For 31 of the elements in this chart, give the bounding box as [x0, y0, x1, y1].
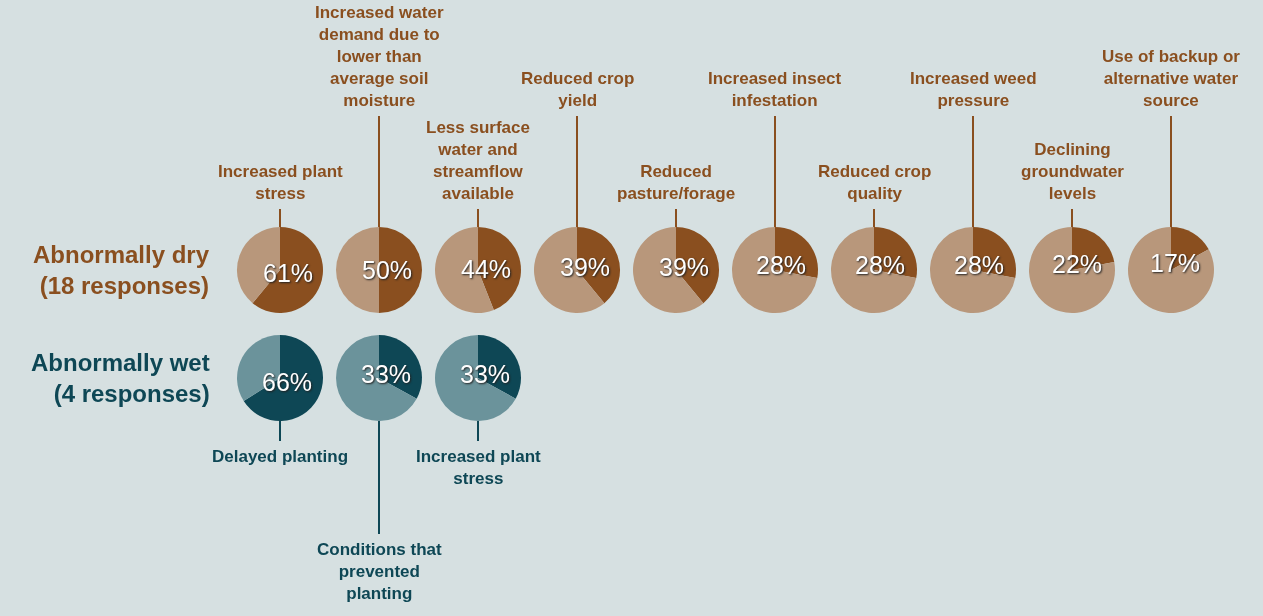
data-label: 44% [461, 255, 512, 283]
data-label: 33% [460, 360, 511, 388]
pie-slice [435, 335, 516, 421]
chart-title: Less surface water and streamflow available [426, 118, 530, 204]
pie-slice [831, 227, 917, 313]
chart-title: Increased water demand due to lower than average soil moisture [315, 3, 444, 111]
data-label: 28% [855, 251, 906, 279]
text: Abnormally dry (18 responses) [33, 241, 210, 300]
text: Increased plant stress [416, 447, 542, 489]
pie-slice [930, 227, 1016, 313]
chart-title: Increased insect infestation [708, 69, 842, 111]
data-label: 50% [362, 256, 413, 284]
data-label: 33% [361, 360, 412, 388]
data-label: 28% [954, 251, 1005, 279]
data-label: 39% [659, 253, 710, 281]
pie-slice [732, 227, 818, 313]
text: Conditions that prevented planting [317, 540, 442, 604]
pie-slice [336, 335, 417, 421]
chart-title: Reduced crop quality [818, 162, 932, 204]
text: Abnormally wet (4 responses) [31, 349, 210, 408]
data-label: 39% [560, 253, 611, 281]
chart-title: Reduced pasture/forage [617, 162, 736, 204]
chart-title: Declining groundwater levels [1021, 140, 1125, 204]
text: Delayed planting [212, 447, 349, 466]
chart-title: Increased plant stress [218, 162, 344, 204]
data-label: 28% [756, 251, 807, 279]
chart-title: Use of backup or alternative water source [1102, 47, 1241, 111]
chart-title: Reduced crop yield [521, 69, 635, 111]
chart-title: Increased weed pressure [910, 69, 1037, 111]
data-label: 61% [263, 259, 314, 287]
data-label: 66% [262, 368, 313, 396]
